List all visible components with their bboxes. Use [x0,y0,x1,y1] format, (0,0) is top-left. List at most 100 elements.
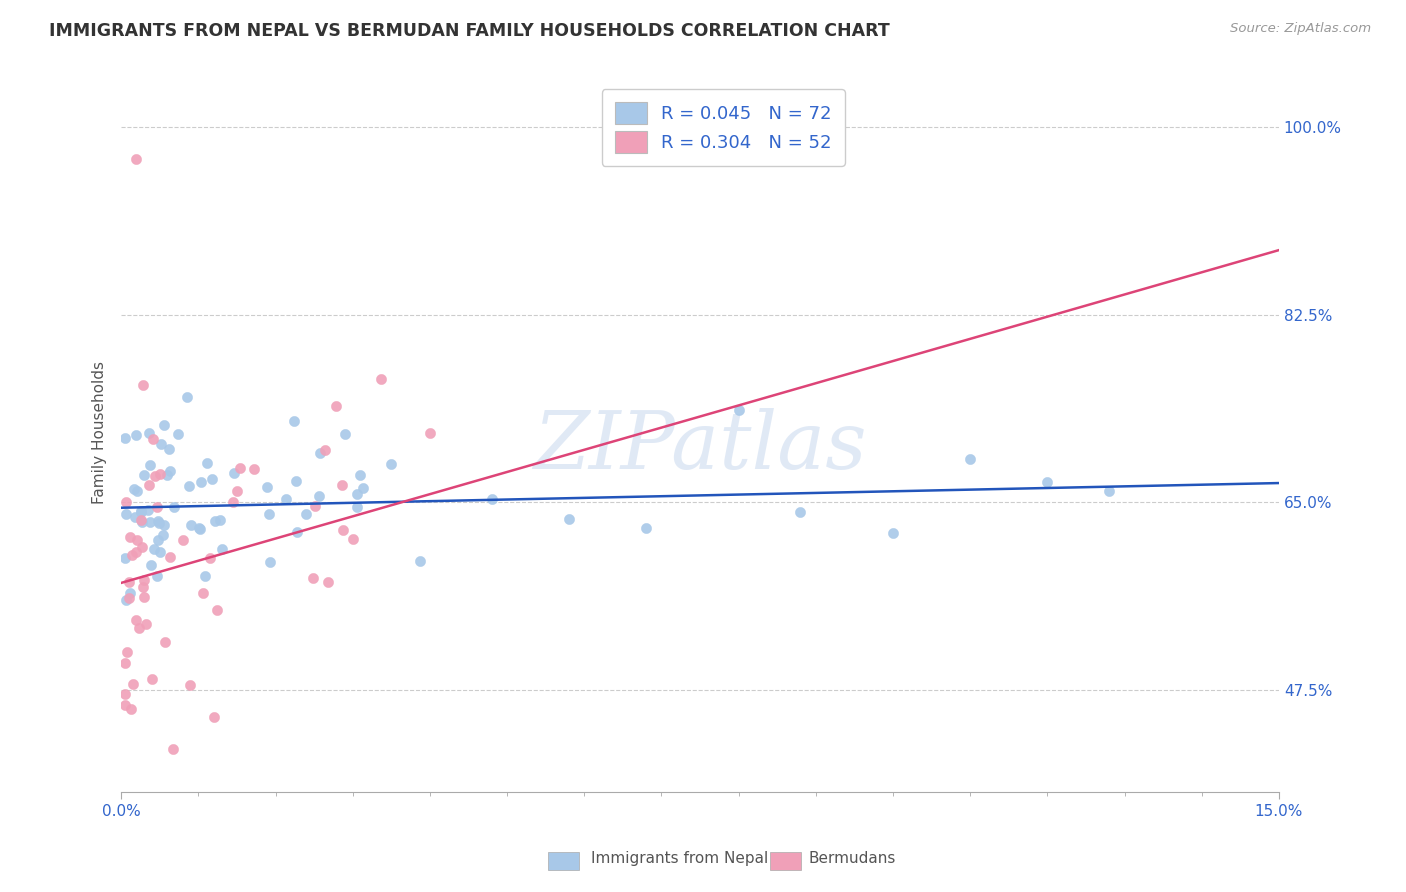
Point [122,676,145,690]
Point [159,549,181,564]
Point [122,482,145,496]
Point [285,474,308,488]
Point [141,673,163,687]
Point [131,513,153,527]
Point [342,532,364,546]
Point [370,372,392,386]
Point [146,569,169,583]
Point [143,541,166,556]
Point [152,528,174,542]
Point [121,549,143,563]
Point [222,466,245,480]
Point [172,533,194,547]
Point [335,427,357,442]
Point [222,495,245,509]
Point [179,678,201,692]
Point [156,468,179,483]
Point [138,478,160,492]
Point [127,484,149,499]
Point [202,710,225,724]
Point [114,698,136,713]
Point [124,510,146,524]
Point [481,491,503,506]
Text: ZIPatlas: ZIPatlas [533,409,868,486]
Point [148,514,170,528]
Point [159,464,181,478]
Point [200,551,222,566]
Point [134,467,156,482]
Point [352,481,374,495]
Point [115,645,138,659]
Point [115,494,138,508]
Point [163,500,186,515]
Point [408,554,430,568]
Point [125,533,148,547]
Point [131,515,153,529]
Point [153,517,176,532]
Point [330,478,353,492]
Point [125,152,148,166]
Point [129,505,152,519]
Point [157,442,180,456]
Point [143,469,166,483]
Point [118,586,141,600]
Point [167,426,190,441]
Point [789,505,811,519]
Point [228,461,250,475]
Point [145,500,167,514]
Point [332,523,354,537]
Point [115,507,138,521]
Point [325,399,347,413]
Point [316,575,339,590]
Point [283,414,305,428]
Point [148,533,170,547]
Point [129,504,152,518]
Point [349,468,371,483]
Point [558,512,581,526]
Point [114,592,136,607]
Point [118,591,141,605]
Point [243,462,266,476]
Point [188,522,211,536]
Point [187,521,209,535]
Point [346,487,368,501]
Point [134,591,156,605]
Point [194,568,217,582]
Point [1098,483,1121,498]
Point [882,525,904,540]
Point [959,452,981,467]
Point [153,417,176,432]
Point [211,541,233,556]
Point [136,503,159,517]
Point [727,403,749,417]
Point [114,551,136,566]
Point [131,580,153,594]
Point [131,540,153,554]
Point [190,475,212,489]
Point [419,425,441,440]
Legend: R = 0.045   N = 72, R = 0.304   N = 52: R = 0.045 N = 72, R = 0.304 N = 52 [602,89,845,166]
Point [276,491,298,506]
Point [195,456,218,470]
Point [149,467,172,481]
Point [120,531,142,545]
Point [259,555,281,569]
Point [120,702,142,716]
Point [204,514,226,528]
Point [139,515,162,529]
Point [139,558,162,572]
Point [308,489,330,503]
Point [634,521,657,535]
Point [128,621,150,635]
Text: Source: ZipAtlas.com: Source: ZipAtlas.com [1230,22,1371,36]
Point [148,516,170,531]
Point [125,428,148,442]
Point [200,472,222,486]
Point [176,390,198,404]
Point [125,544,148,558]
Point [208,513,231,527]
Point [308,445,330,459]
Text: Immigrants from Nepal: Immigrants from Nepal [591,851,768,865]
Point [114,657,136,671]
Point [153,635,176,649]
